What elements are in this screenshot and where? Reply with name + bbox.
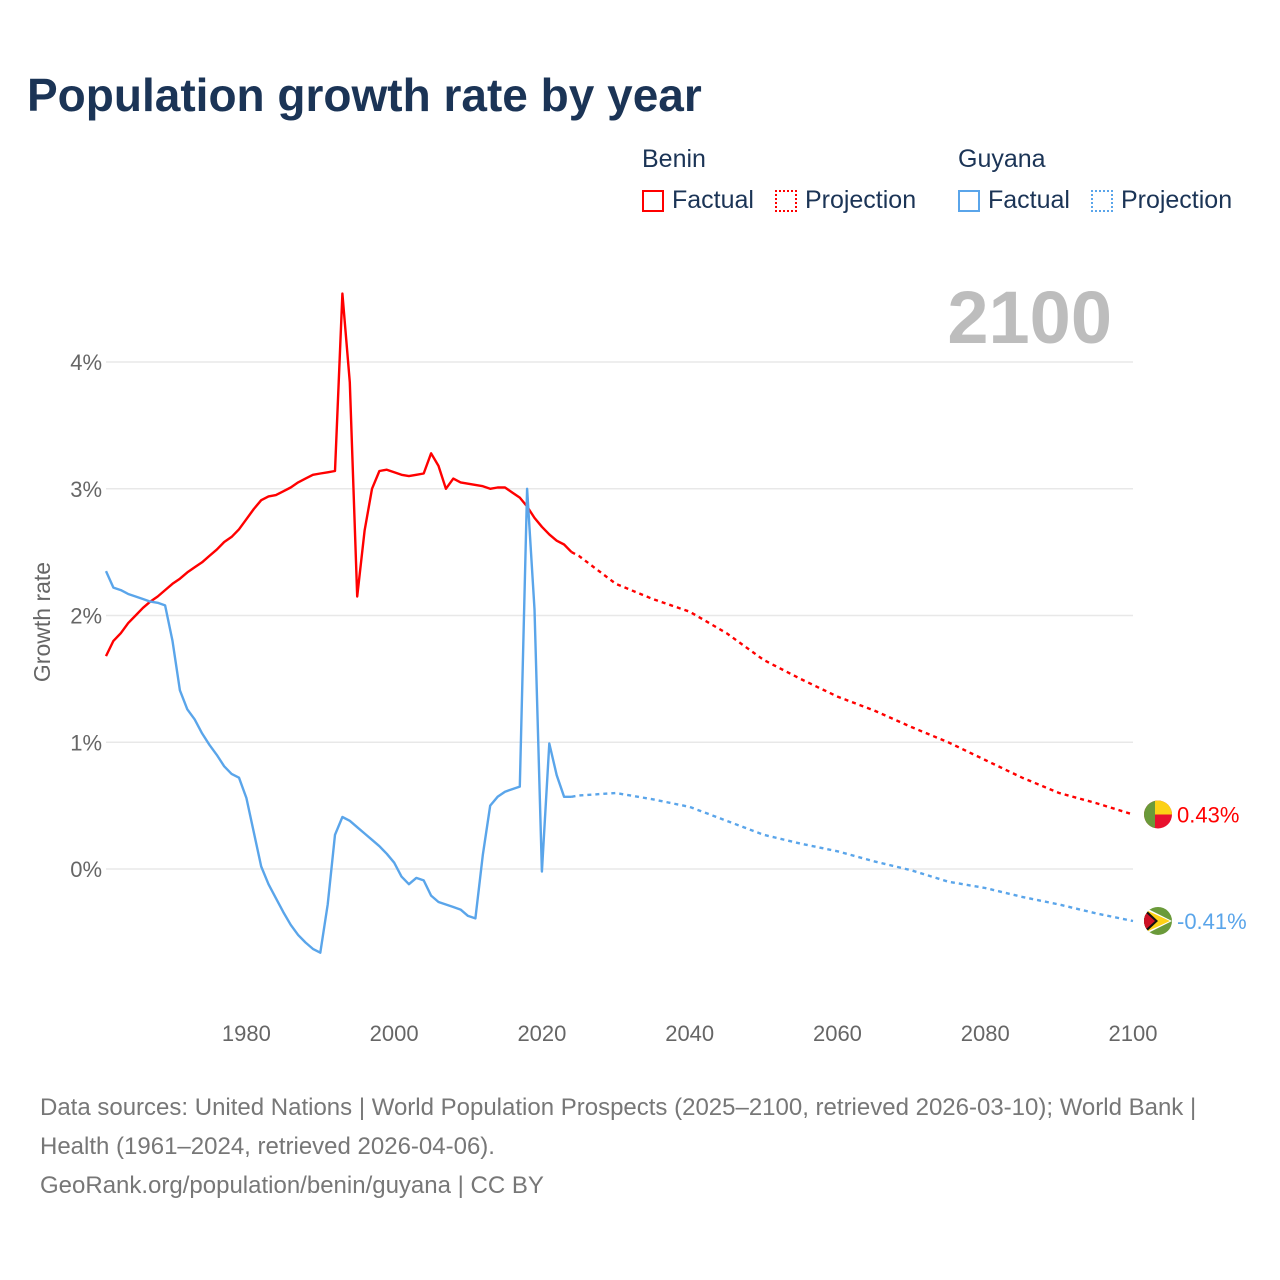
guyana-end-value-label: -0.41% (1177, 909, 1247, 934)
x-tick-label: 2000 (370, 1021, 419, 1046)
x-tick-label: 2100 (1109, 1021, 1158, 1046)
legend-label: Factual (672, 186, 754, 214)
legend-guyana-projection[interactable]: Projection (1090, 186, 1233, 215)
chart-title: Population growth rate by year (27, 69, 702, 121)
x-tick-label: 1980 (222, 1021, 271, 1046)
x-tick-label: 2040 (665, 1021, 714, 1046)
legend-group-name: Benin (642, 145, 706, 173)
legend-benin: Benin Factual Projection (642, 145, 930, 219)
benin-projection-line (570, 551, 1134, 816)
legend-group-name: Guyana (958, 145, 1046, 173)
x-tick-label: 2060 (813, 1021, 862, 1046)
y-axis-label: Growth rate (29, 562, 55, 682)
guyana-flag-icon (1144, 906, 1172, 935)
benin-end-value-label: 0.43% (1177, 802, 1239, 827)
benin-factual-line (104, 292, 573, 657)
x-tick-label: 2080 (961, 1021, 1010, 1046)
legend-label: Projection (804, 186, 917, 214)
year-label: 2100 (947, 276, 1112, 359)
dotted-swatch-icon (774, 189, 797, 212)
y-tick-label: 1% (70, 730, 102, 755)
y-tick-label: 2% (70, 604, 102, 629)
data-sources: Data sources: United Nations | World Pop… (40, 1094, 1197, 1160)
legend-guyana-factual[interactable]: Factual (958, 186, 1070, 215)
y-tick-label: 4% (70, 350, 102, 375)
y-tick-label: 0% (70, 857, 102, 882)
credit-link[interactable]: GeoRank.org/population/benin/guyana | CC… (40, 1172, 544, 1199)
solid-swatch-icon (642, 189, 664, 212)
legend-label: Factual (988, 186, 1070, 214)
legend-guyana: Guyana Factual Projection (958, 145, 1232, 219)
legend-label: Projection (1120, 186, 1233, 214)
benin-flag-icon (1144, 800, 1172, 829)
x-tick-label: 2020 (517, 1021, 566, 1046)
guyana-factual-line (104, 487, 572, 954)
y-tick-label: 3% (70, 477, 102, 502)
guyana-projection-line (571, 791, 1134, 923)
legend-benin-projection[interactable]: Projection (774, 186, 917, 215)
solid-swatch-icon (958, 189, 980, 212)
dotted-swatch-icon (1090, 189, 1113, 212)
footer: Data sources: United Nations | World Pop… (40, 1088, 1240, 1205)
legend-benin-factual[interactable]: Factual (642, 186, 754, 215)
